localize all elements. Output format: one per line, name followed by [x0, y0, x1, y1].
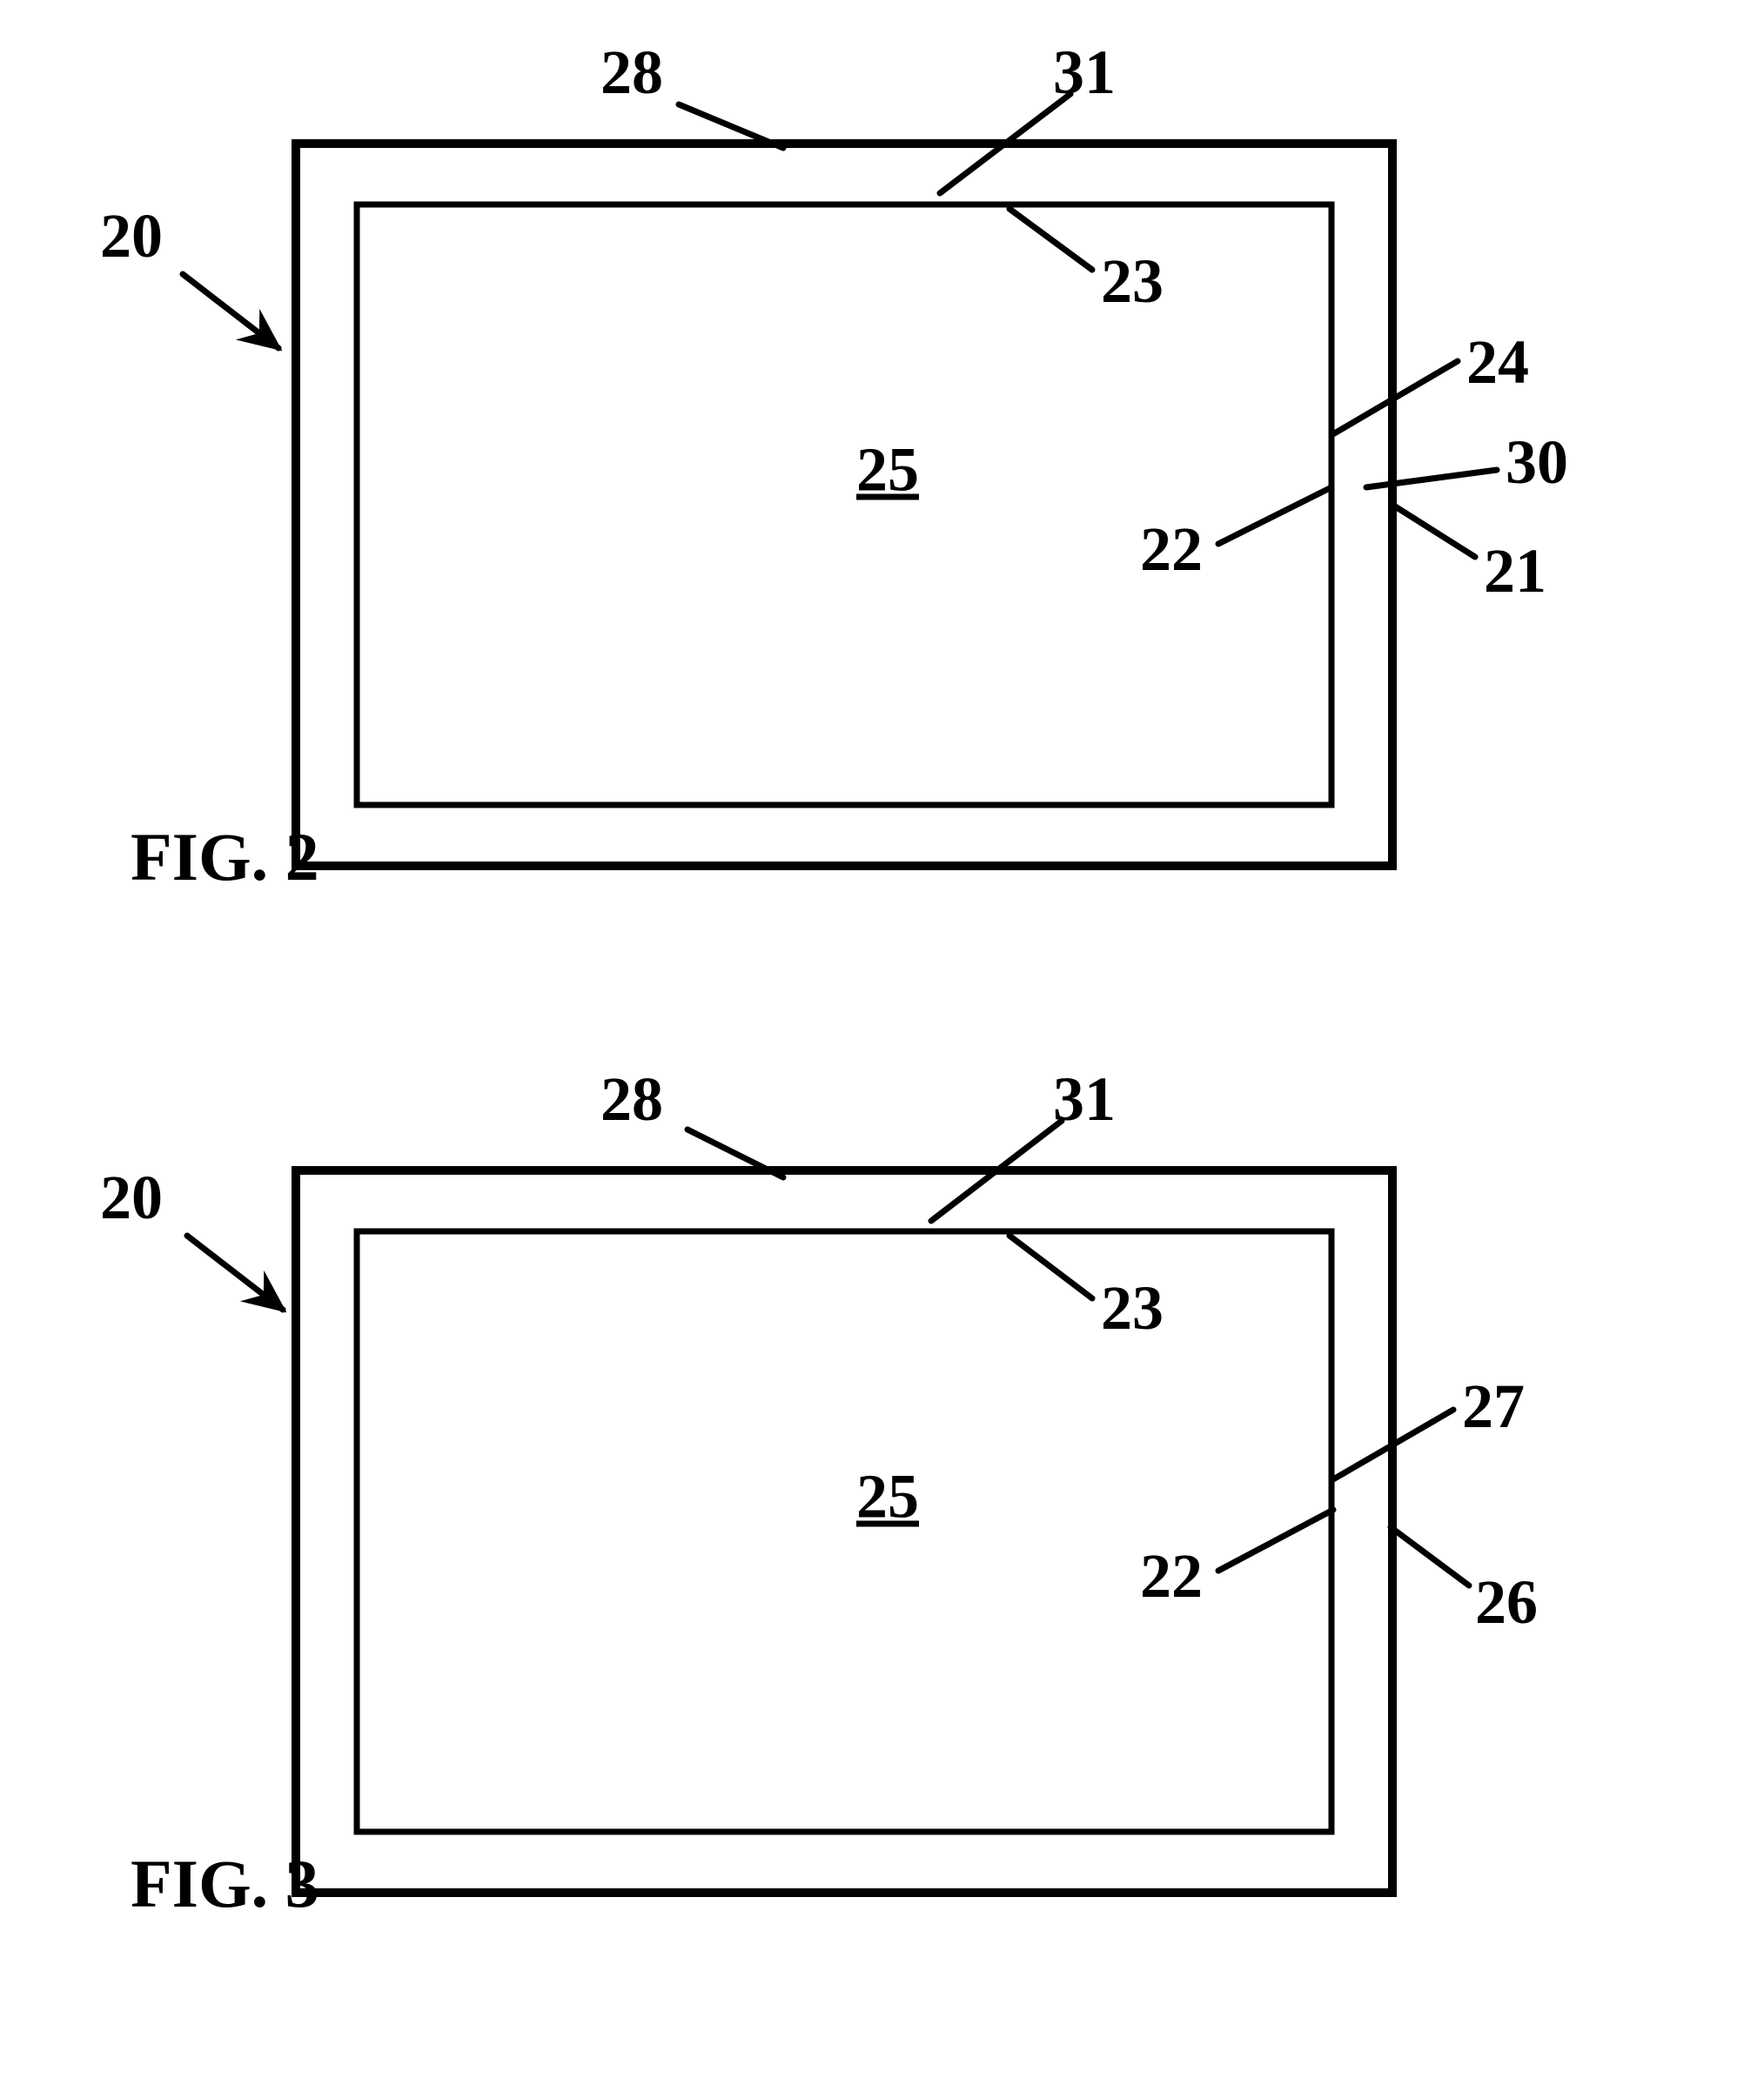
fig2-label-24: 24 — [1466, 326, 1529, 399]
fig2-label-30: 30 — [1506, 426, 1568, 499]
fig3-label-22: 22 — [1140, 1540, 1203, 1612]
fig3-label-31: 31 — [1053, 1063, 1116, 1136]
fig2-center-label: 25 — [856, 434, 919, 506]
fig3-center-label: 25 — [856, 1461, 919, 1533]
fig2-label-23: 23 — [1101, 245, 1164, 318]
fig2-label-21: 21 — [1484, 535, 1546, 607]
fig3-label-20: 20 — [100, 1162, 163, 1234]
fig3-caption: FIG. 3 — [131, 1845, 319, 1923]
fig3-label-23: 23 — [1101, 1272, 1164, 1344]
fig2-label-20: 20 — [100, 200, 163, 272]
fig2-caption: FIG. 2 — [131, 818, 319, 896]
fig2-label-28: 28 — [600, 37, 663, 109]
diagram-stage: 20 28 31 23 24 30 22 21 25 FIG. 2 20 28 31 23 27 22 26 25… — [0, 0, 1764, 2085]
fig2-label-22: 22 — [1140, 513, 1203, 586]
fig3-label-28: 28 — [600, 1063, 663, 1136]
fig3-label-26: 26 — [1475, 1566, 1538, 1639]
fig2-label-31: 31 — [1053, 37, 1116, 109]
fig3-label-27: 27 — [1462, 1371, 1525, 1443]
